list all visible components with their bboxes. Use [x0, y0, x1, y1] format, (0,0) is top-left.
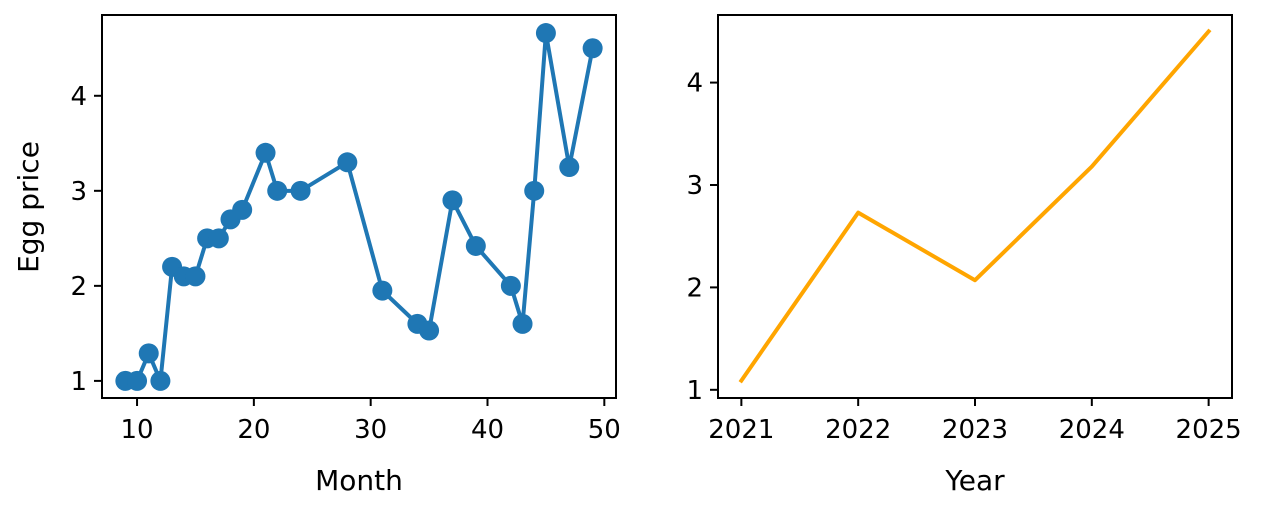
data-point	[500, 275, 521, 296]
x-tick-label: 30	[354, 415, 387, 445]
data-point	[267, 180, 288, 201]
data-point	[559, 157, 580, 178]
series-marks	[738, 28, 1212, 384]
y-tick-label: 4	[70, 82, 87, 112]
data-point	[127, 370, 148, 391]
data-point	[465, 235, 486, 256]
y-tick-label: 4	[686, 69, 703, 99]
x-tick-label: 20	[237, 415, 270, 445]
x-tick-label: 2023	[942, 415, 1008, 445]
plot-frame	[717, 14, 1233, 399]
data-point	[150, 370, 171, 391]
x-tick-label: 2022	[825, 415, 891, 445]
y-tick-label: 1	[70, 367, 87, 397]
data-point	[337, 152, 358, 173]
data-point	[512, 313, 533, 334]
y-tick-label: 3	[70, 177, 87, 207]
x-tick-label: 2021	[708, 415, 774, 445]
x-tick-label: 50	[588, 415, 621, 445]
data-point	[255, 142, 276, 163]
data-point	[138, 343, 159, 364]
data-point	[232, 199, 253, 220]
series-marks	[115, 23, 603, 391]
month-price-plot: 10 20 30 40 50 1 2 3 4 Month Egg price	[12, 14, 621, 497]
x-axis-label: Year	[944, 464, 1005, 497]
y-tick-label: 3	[686, 171, 703, 201]
x-tick-label: 10	[120, 415, 153, 445]
x-tick-label: 40	[471, 415, 504, 445]
data-point	[582, 38, 603, 59]
x-tick-label: 2024	[1059, 415, 1125, 445]
axis-ticks: 10 20 30 40 50 1 2 3 4	[70, 82, 620, 445]
data-point	[290, 180, 311, 201]
series-line	[738, 28, 1212, 384]
data-point	[208, 228, 229, 249]
y-tick-label: 1	[686, 376, 703, 406]
axis-ticks: 2021 2022 2023 2024 2025 1 2 3 4	[686, 69, 1241, 445]
data-point	[535, 23, 556, 44]
y-tick-label: 2	[686, 273, 703, 303]
data-point	[419, 320, 440, 341]
x-tick-label: 2025	[1176, 415, 1242, 445]
y-axis-label: Egg price	[12, 141, 45, 273]
plot-frame	[101, 14, 617, 399]
year-price-plot: 2021 2022 2023 2024 2025 1 2 3 4 Year	[686, 14, 1242, 497]
data-point	[185, 266, 206, 287]
data-point	[524, 180, 545, 201]
y-tick-label: 2	[70, 272, 87, 302]
x-axis-label: Month	[315, 464, 403, 497]
data-point	[372, 280, 393, 301]
data-point	[442, 190, 463, 211]
